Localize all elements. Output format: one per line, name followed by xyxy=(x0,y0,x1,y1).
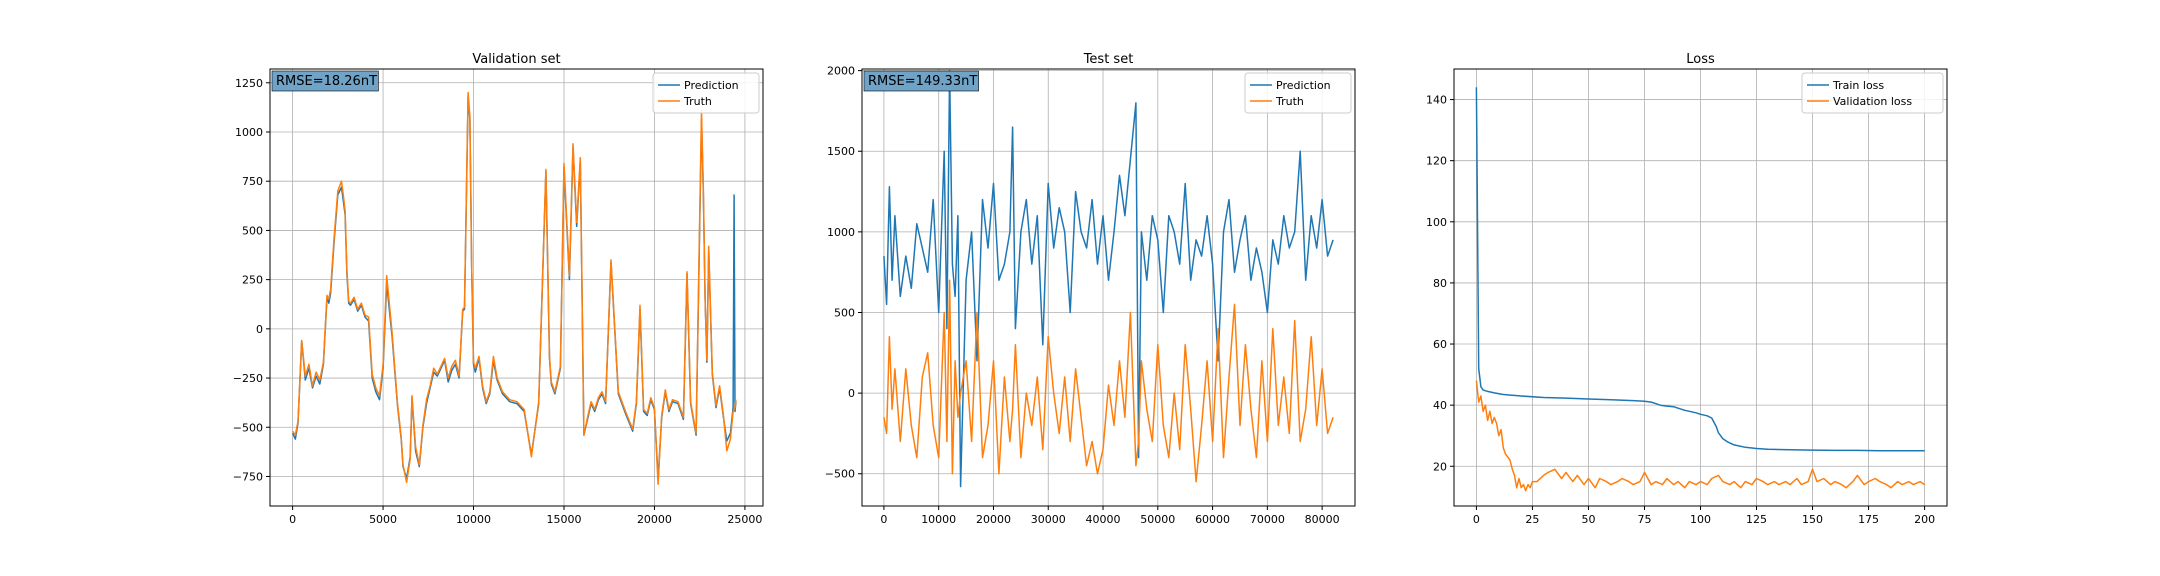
chart-title: Test set xyxy=(1083,52,1134,67)
series-line-train-loss xyxy=(1475,87,1925,452)
chart-1: 0 10000 20000 30000 40000 50000 60000 70000 8000… xyxy=(825,52,1356,526)
y-tick-label: 1500 xyxy=(827,145,855,158)
y-tick-label: 2000 xyxy=(827,65,855,78)
x-tick-label: 0 xyxy=(1473,513,1480,526)
legend-box xyxy=(1244,72,1352,114)
y-tick-label: 1250 xyxy=(235,77,263,90)
legend-box xyxy=(652,72,760,114)
x-tick-label: 60000 xyxy=(1195,513,1230,526)
x-tick-label: 20000 xyxy=(976,513,1011,526)
chart-title: Loss xyxy=(1686,52,1715,67)
chart-2: 0 25 50 75 100 125 150 175 200 20 40 60 80 100 120 140 L… xyxy=(1426,52,1948,526)
y-tick-label: 140 xyxy=(1426,94,1447,107)
y-tick-label: −250 xyxy=(233,372,263,385)
annotation-text: RMSE=18.26nT xyxy=(276,74,377,89)
x-tick-label: 20000 xyxy=(637,513,672,526)
x-tick-label: 0 xyxy=(289,513,296,526)
y-tick-label: 100 xyxy=(1426,216,1447,229)
y-tick-label: 250 xyxy=(242,274,263,287)
x-tick-label: 15000 xyxy=(546,513,581,526)
axes-frame xyxy=(861,68,1356,507)
y-tick-label: 120 xyxy=(1426,155,1447,168)
legend-label: Prediction xyxy=(1276,79,1331,92)
y-tick-label: 0 xyxy=(848,387,855,400)
x-tick-label: 70000 xyxy=(1250,513,1285,526)
legend-label: Prediction xyxy=(684,79,739,92)
y-tick-label: 750 xyxy=(242,175,263,188)
y-tick-label: −750 xyxy=(233,470,263,483)
x-tick-label: 125 xyxy=(1746,513,1767,526)
x-tick-label: 5000 xyxy=(369,513,397,526)
series-line-truth xyxy=(883,279,1334,483)
x-tick-label: 75 xyxy=(1637,513,1651,526)
x-tick-label: 0 xyxy=(880,513,887,526)
x-tick-label: 150 xyxy=(1802,513,1823,526)
series-line-prediction xyxy=(883,69,1334,488)
x-tick-label: 80000 xyxy=(1305,513,1340,526)
x-tick-label: 175 xyxy=(1858,513,1879,526)
series-line-truth xyxy=(291,91,737,486)
chart-title: Validation set xyxy=(472,52,560,67)
y-tick-label: 80 xyxy=(1433,277,1447,290)
x-tick-label: 200 xyxy=(1914,513,1935,526)
x-tick-label: 50000 xyxy=(1140,513,1175,526)
legend-label: Validation loss xyxy=(1833,95,1912,108)
x-tick-label: 30000 xyxy=(1031,513,1066,526)
legend-label: Train loss xyxy=(1832,79,1884,92)
annotation-box xyxy=(271,70,379,92)
y-tick-label: 500 xyxy=(834,306,855,319)
y-tick-label: 1000 xyxy=(827,226,855,239)
x-tick-label: 100 xyxy=(1690,513,1711,526)
x-tick-label: 25000 xyxy=(727,513,762,526)
y-tick-label: 40 xyxy=(1433,399,1447,412)
series-line-prediction xyxy=(291,95,737,480)
chart-0: 0 5000 10000 15000 20000 25000 −750 −500 −250 0 25… xyxy=(233,52,764,526)
y-tick-label: −500 xyxy=(233,421,263,434)
y-tick-label: 500 xyxy=(242,224,263,237)
series-line-validation-loss xyxy=(1475,380,1926,492)
y-tick-label: −500 xyxy=(825,468,855,481)
annotation-text: RMSE=149.33nT xyxy=(868,74,977,89)
y-tick-label: 0 xyxy=(256,323,263,336)
x-tick-label: 10000 xyxy=(921,513,956,526)
y-tick-label: 20 xyxy=(1433,460,1447,473)
x-tick-label: 40000 xyxy=(1086,513,1121,526)
legend-label: Truth xyxy=(1275,95,1304,108)
legend-label: Truth xyxy=(683,95,712,108)
legend-box xyxy=(1801,72,1944,114)
y-tick-label: 1000 xyxy=(235,126,263,139)
x-tick-label: 10000 xyxy=(456,513,491,526)
y-tick-label: 60 xyxy=(1433,338,1447,351)
x-tick-label: 25 xyxy=(1525,513,1539,526)
annotation-box xyxy=(863,70,979,92)
x-tick-label: 50 xyxy=(1581,513,1595,526)
axes-frame xyxy=(269,68,764,507)
